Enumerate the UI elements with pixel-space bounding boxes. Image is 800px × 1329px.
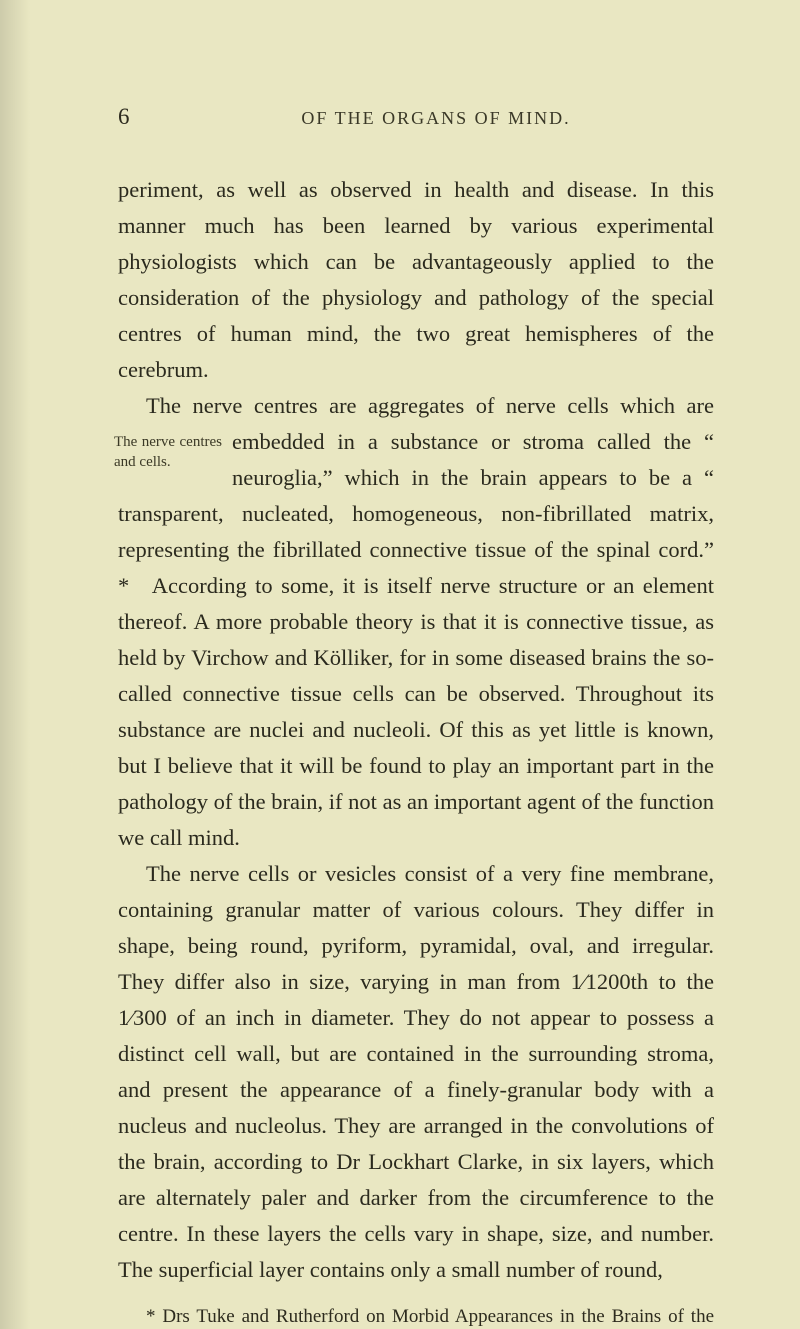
page-header: 6 OF THE ORGANS OF MIND. xyxy=(118,104,714,130)
binding-shadow xyxy=(0,0,30,1329)
margin-sidenote: The nerve centres and cells. xyxy=(114,432,222,473)
paragraph-1: periment, as well as observed in health … xyxy=(118,172,714,388)
paragraph-2: The nerve centres are aggregates of nerv… xyxy=(118,388,714,856)
paragraph-2-lead: The nerve centres are aggregates of nerv… xyxy=(146,393,714,418)
paragraph-2-rest: embedded in a substance or stroma called… xyxy=(118,429,714,850)
paragraph-3: The nerve cells or vesicles consist of a… xyxy=(118,856,714,1288)
book-page: 6 OF THE ORGANS OF MIND. periment, as we… xyxy=(0,0,800,1329)
running-head: OF THE ORGANS OF MIND. xyxy=(158,108,714,129)
footnote: * Drs Tuke and Rutherford on Morbid Appe… xyxy=(118,1302,714,1329)
page-number: 6 xyxy=(118,104,158,130)
body-text: periment, as well as observed in health … xyxy=(118,172,714,1329)
